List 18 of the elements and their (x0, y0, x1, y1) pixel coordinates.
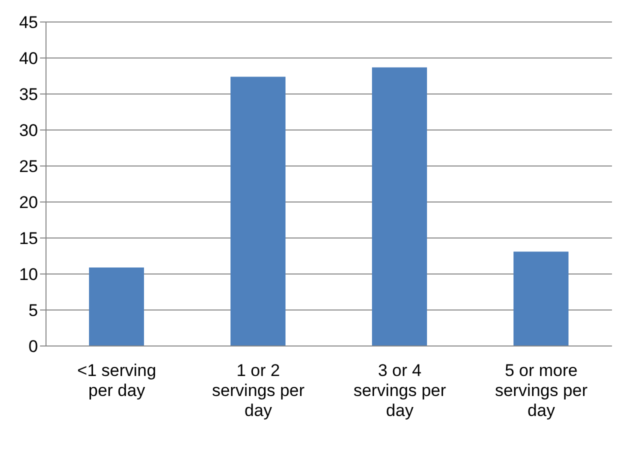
y-tick-label: 45 (19, 13, 38, 32)
y-tick-label: 25 (19, 157, 38, 176)
bar (372, 67, 427, 346)
y-tick-label: 40 (19, 49, 38, 68)
y-tick-label: 35 (19, 85, 38, 104)
bar (230, 76, 286, 346)
y-tick-label: 20 (19, 193, 38, 212)
x-tick-label: 1 or 2 servings per day (212, 361, 305, 420)
bar (89, 268, 144, 346)
y-tick-label: 0 (28, 337, 38, 356)
y-tick-label: 30 (19, 121, 38, 140)
y-tick-label: 5 (28, 301, 38, 320)
y-tick-label: 15 (19, 229, 38, 248)
x-tick-label: 3 or 4 servings per day (353, 361, 446, 420)
bar (514, 252, 568, 346)
x-tick-label: 5 or more servings per day (494, 361, 588, 420)
y-tick-label: 10 (19, 265, 38, 284)
x-tick-label: <1 serving per day (77, 361, 156, 400)
